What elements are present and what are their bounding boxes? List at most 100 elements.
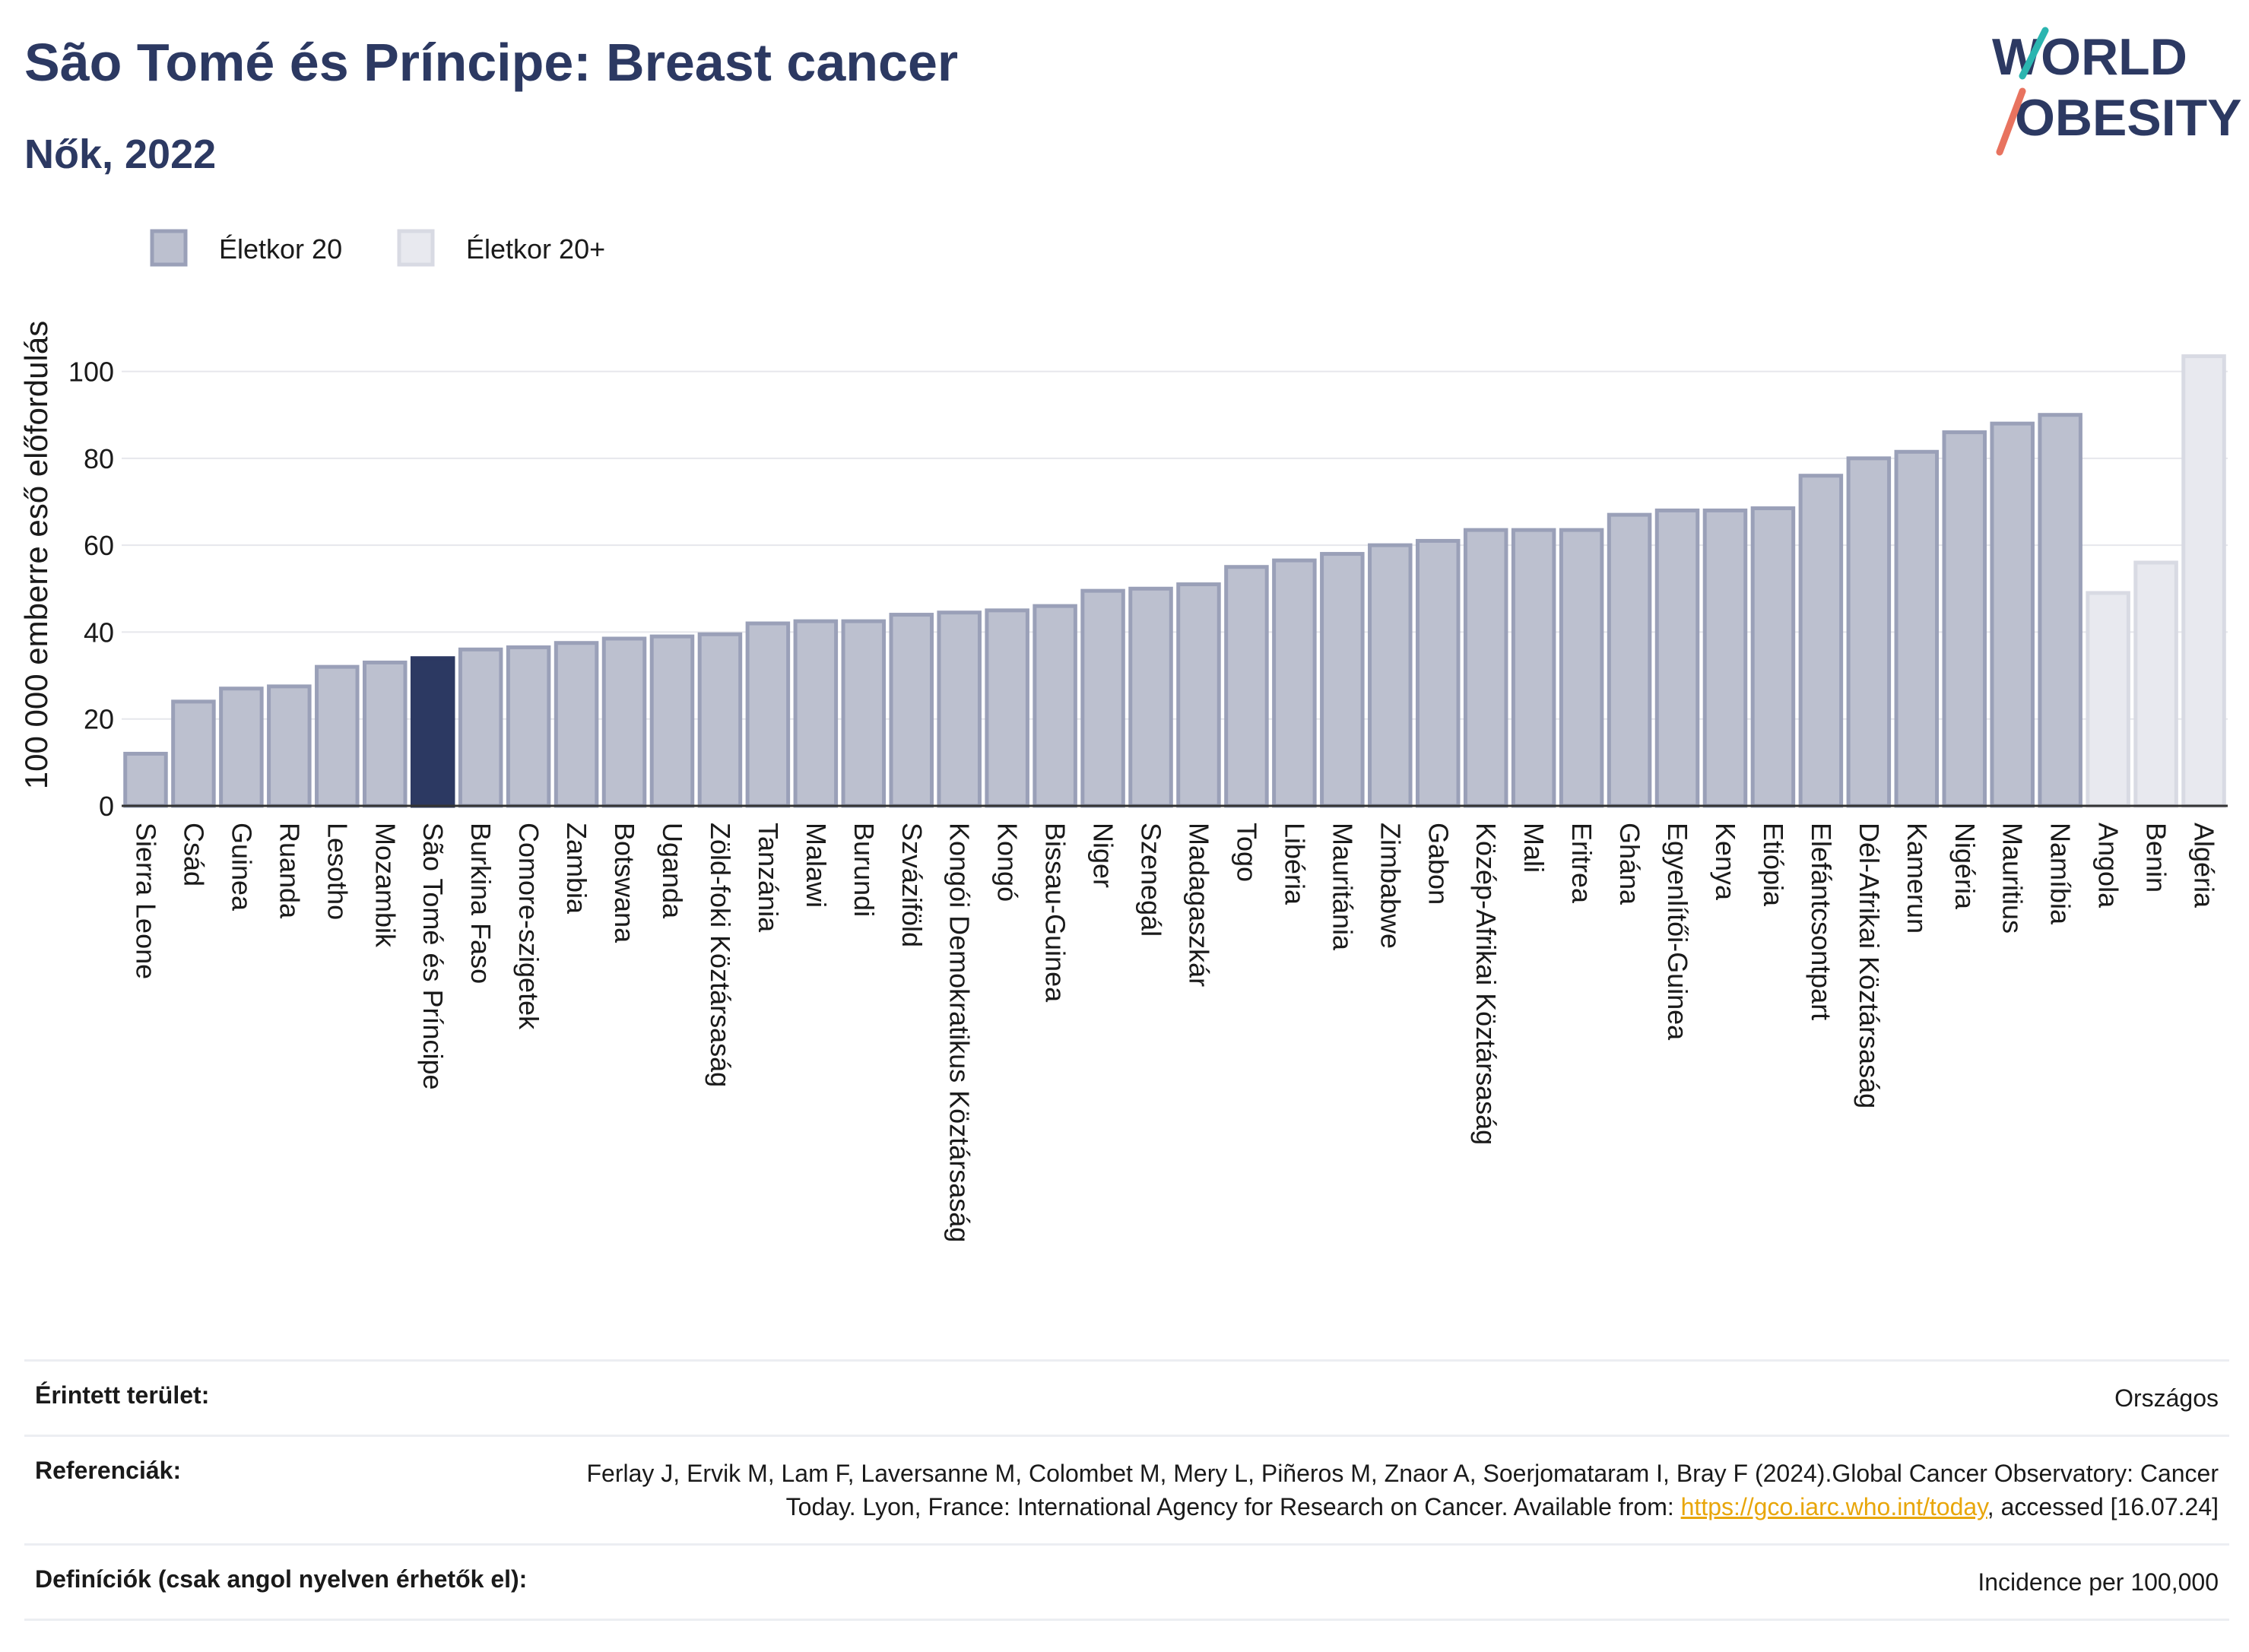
bar[interactable] [985,608,1029,808]
bar[interactable] [171,699,216,808]
bar[interactable] [1942,430,1987,808]
bar[interactable] [793,619,839,808]
bar[interactable] [506,645,551,808]
legend-swatch [150,229,188,267]
bar[interactable] [649,634,695,808]
bar[interactable] [1320,552,1365,808]
bar[interactable] [1894,449,1940,808]
area-value: Országos [2114,1384,2219,1412]
x-tick-label: Kamerun [1902,823,1933,934]
x-tick-label: São Tomé és Príncipe [417,823,449,1090]
references-link[interactable]: https://gco.iarc.who.int/today [1680,1493,1987,1520]
x-tick-label: Gabon [1423,823,1454,905]
x-tick-label: Zimbabwe [1375,823,1406,949]
meta-row-references: Referenciák: Ferlay J, Ervik M, Lam F, L… [24,1435,2229,1543]
x-tick-label: Zöld-foki Köztársaság [705,823,736,1087]
bar[interactable] [1368,543,1413,808]
x-tick-label: Szenegál [1136,823,1167,937]
x-tick-label: Ruanda [274,823,305,919]
bar[interactable] [315,664,360,808]
bar[interactable] [2086,591,2130,808]
y-tick-label: 80 [84,443,114,474]
definitions-label: Definíciók (csak angol nyelven érhetők e… [35,1565,528,1593]
legend-label: Életkor 20 [219,233,342,265]
bar[interactable] [1176,582,1221,808]
y-tick-label: 60 [84,530,114,561]
x-tick-label: Mauritius [1997,823,2029,934]
x-tick-label: Burundi [849,823,880,917]
bar[interactable] [1463,528,1508,808]
area-label: Érintett terület: [35,1381,210,1409]
definitions-value: Incidence per 100,000 [1978,1568,2219,1596]
x-tick-label: Sierra Leone [130,823,161,979]
references-label: Referenciák: [35,1457,182,1484]
bar[interactable] [1224,565,1269,808]
bar[interactable] [1990,421,2035,808]
bar[interactable] [937,610,982,808]
bar[interactable] [1798,474,1844,808]
bar[interactable] [410,656,455,808]
bar[interactable] [1080,588,1125,808]
bar[interactable] [2181,354,2226,808]
y-tick-label: 40 [84,617,114,648]
bar[interactable] [745,621,791,808]
x-tick-label: Etiópia [1758,823,1789,907]
bar[interactable] [1654,508,1700,808]
bar[interactable] [1033,604,1077,808]
x-tick-label: Egyenlítői-Guinea [1662,823,1693,1041]
y-tick-label: 100 [68,357,114,388]
meta-row-definitions: Definíciók (csak angol nyelven érhetők e… [24,1543,2229,1621]
references-text-end: , accessed [16.07.24] [1987,1493,2219,1520]
references-text: Ferlay J, Ervik M, Lam F, Laversanne M, … [586,1460,2219,1520]
bar[interactable] [841,619,887,808]
x-tick-label: Libéria [1279,823,1310,905]
chart-subtitle: Nők, 2022 [24,132,217,177]
x-tick-label: Mozambik [370,823,401,948]
bar[interactable] [2038,413,2082,808]
metadata-table: Érintett terület: Országos Referenciák: … [24,1359,2229,1621]
bar[interactable] [554,641,599,808]
bar[interactable] [219,686,264,808]
bar[interactable] [601,636,647,808]
x-tick-label: Malawi [801,823,832,908]
x-tick-label: Botswana [609,823,640,943]
bars [123,354,2226,808]
x-tick-label: Szváziföld [896,823,928,947]
y-axis-ticks: 0 20 40 60 80 100 [68,357,114,822]
world-obesity-logo: WORLD OBESITY [1992,27,2242,156]
bar[interactable] [1702,508,1748,808]
x-tick-label: Zambia [561,823,592,915]
x-tick-label: Togo [1231,823,1262,882]
bar[interactable] [267,684,312,808]
bar[interactable] [1846,456,1892,808]
x-tick-label: Namíbia [2045,823,2076,925]
bar[interactable] [1750,506,1796,808]
svg-text:OBESITY: OBESITY [2015,89,2242,147]
bar[interactable] [1607,512,1652,808]
x-tick-label: Burkina Faso [465,823,496,984]
bar[interactable] [362,660,408,808]
x-tick-label: Angola [2093,823,2124,908]
x-tick-label: Közép-Afrikai Köztársaság [1470,823,1502,1145]
bar[interactable] [458,647,503,808]
bar[interactable] [2133,560,2178,808]
bar[interactable] [1272,558,1317,808]
x-tick-label: Niger [1088,823,1119,888]
x-tick-label: Lesotho [322,823,353,920]
y-axis-label: 100 000 emberre eső előfordulás [18,321,54,789]
x-axis-labels: Sierra Leone Csád Guinea Ruanda Lesotho Mozam… [130,823,2219,1242]
bar-chart: Életkor 20 Életkor 20+ 0 20 40 60 80 100 Sierr… [18,229,2228,1242]
bar[interactable] [1415,538,1461,808]
bar[interactable] [1128,586,1173,808]
bar[interactable] [123,751,168,808]
x-tick-label: Bissau-Guinea [1040,823,1071,1003]
x-tick-label: Kenya [1710,823,1741,901]
bar[interactable] [697,632,743,808]
bar[interactable] [1559,528,1604,808]
chart-title: São Tomé és Príncipe: Breast cancer [24,33,959,92]
y-tick-label: 20 [84,704,114,735]
bar[interactable] [889,613,934,808]
x-tick-label: Guinea [226,823,257,912]
x-tick-label: Tanzánia [753,823,784,933]
bar[interactable] [1511,528,1556,808]
